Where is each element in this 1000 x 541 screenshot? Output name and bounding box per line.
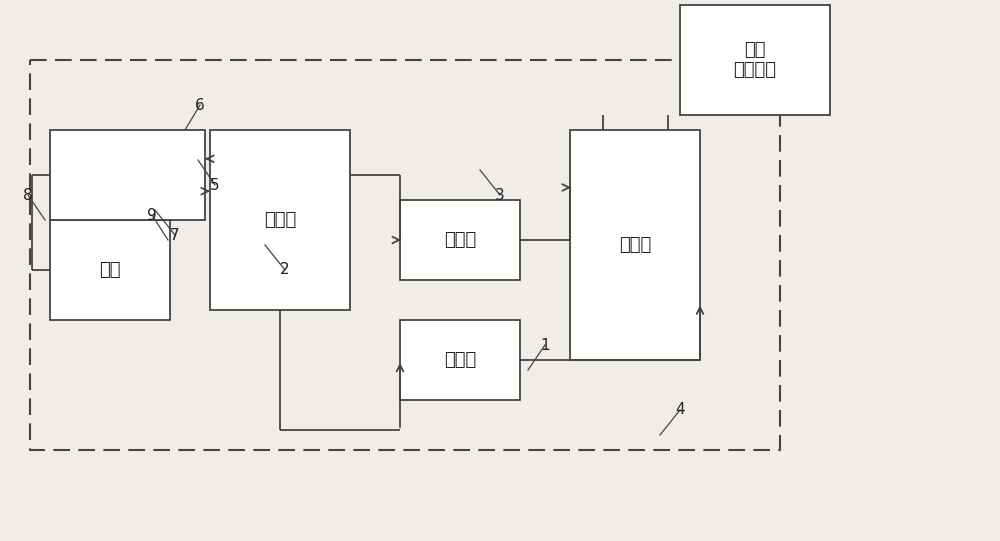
Text: 6: 6 [195,97,205,113]
Text: 9: 9 [147,208,157,222]
Text: 水箱: 水箱 [99,261,121,279]
Bar [30,60,780,450]
Text: 蒸发器: 蒸发器 [619,236,651,254]
Text: 8: 8 [23,188,33,202]
Bar [570,130,700,360]
Text: 2: 2 [280,262,290,278]
Bar [50,220,170,320]
Bar [50,130,205,220]
Text: 5: 5 [210,177,220,193]
Text: 4: 4 [675,403,685,418]
Bar [210,130,350,310]
Bar [400,320,520,400]
Bar [680,5,830,115]
Text: 1: 1 [540,338,550,353]
Bar [400,200,520,280]
Text: 膨胀阀: 膨胀阀 [444,231,476,249]
Text: 水冷
中央空调: 水冷 中央空调 [734,41,776,80]
Text: 冷凝器: 冷凝器 [264,211,296,229]
Text: 7: 7 [170,228,180,242]
Text: 压缩机: 压缩机 [444,351,476,369]
Text: 3: 3 [495,188,505,202]
